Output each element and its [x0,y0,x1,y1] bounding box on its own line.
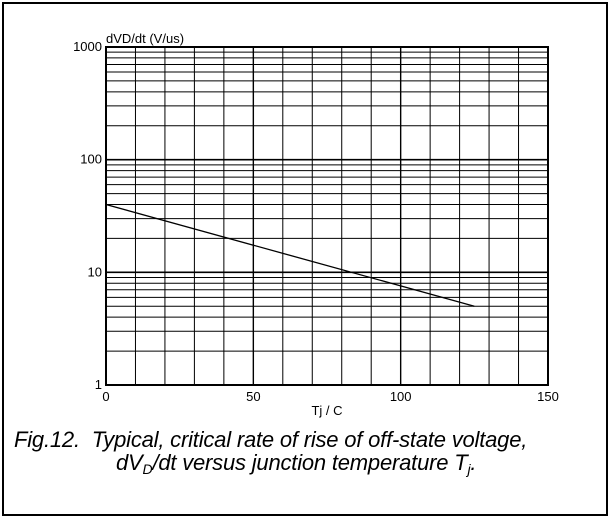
x-tick-label: 100 [390,389,412,404]
y-axis-label: dVD/dt (V/us) [106,31,184,46]
y-tick-label: 1 [95,377,102,392]
x-tick-label: 0 [102,389,109,404]
caption-middle-text: /dt versus junction temperature T [152,450,468,475]
caption-dv: dV [116,450,143,475]
y-tick-label: 10 [88,264,102,279]
grid-major [106,47,548,385]
y-tick-label: 100 [80,152,102,167]
caption-line-1: Typical, critical rate of rise of off-st… [91,427,528,452]
y-tick-label: 1000 [73,39,102,54]
series-layer [105,203,475,307]
caption-figure-label: Fig.12. [14,427,80,452]
plot-border [105,46,549,386]
x-tick-labels: 0 50 100 150 [102,389,558,404]
caption-dv-subscript: D [142,461,153,477]
grid-minor [106,47,548,385]
figure-caption: Fig.12. Typical, critical rate of rise o… [14,427,610,477]
caption-period: . [470,450,477,475]
y-tick-labels: 1 10 100 1000 [73,39,102,392]
x-axis-label: Tj / C [311,403,342,418]
series-line [105,203,475,307]
x-tick-label: 150 [537,389,559,404]
caption-tj-subscript: j [467,461,471,477]
chart: 0 50 100 150 1 10 100 1000 dVD/dt (V/us) Tj / … [73,31,559,418]
x-tick-label: 50 [246,389,260,404]
caption-line-2: dVD/dt versus junction temperature Tj. [14,450,610,477]
